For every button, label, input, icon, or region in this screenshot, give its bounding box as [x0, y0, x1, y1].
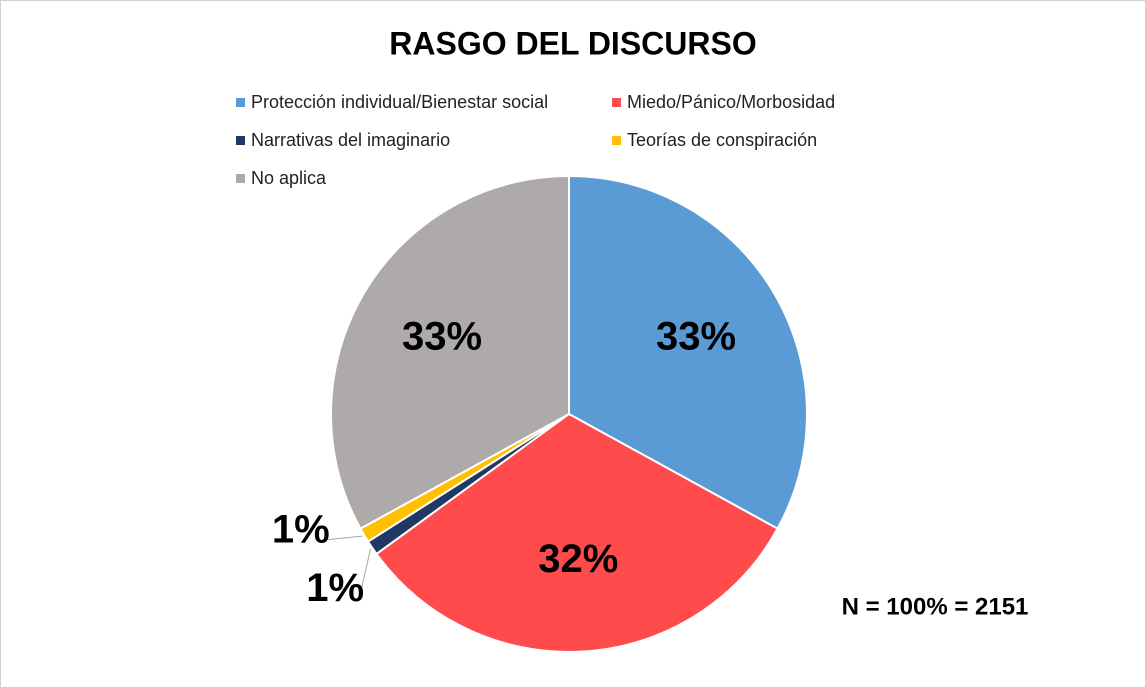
pie-slice	[568, 174, 808, 531]
legend-swatch	[236, 136, 245, 145]
chart-title: RASGO DEL DISCURSO	[389, 25, 756, 61]
pie-slice	[330, 174, 570, 531]
legend-text: Narrativas del imaginario	[251, 130, 450, 150]
legend-swatch	[612, 136, 621, 145]
legend-swatch	[236, 98, 245, 107]
legend-text: No aplica	[251, 168, 327, 188]
leader-line	[324, 535, 363, 541]
data-label: 1%	[272, 507, 330, 551]
legend-swatch	[236, 174, 245, 183]
data-label: 33%	[402, 314, 482, 358]
annotation: N = 100% = 2151	[842, 593, 1029, 620]
legend-text: Teorías de conspiración	[627, 130, 817, 150]
leader-line	[358, 548, 371, 599]
data-label: 1%	[306, 566, 364, 610]
data-label: 32%	[538, 537, 618, 581]
pie-slice	[375, 412, 779, 653]
legend-text: Miedo/Pánico/Morbosidad	[627, 92, 835, 112]
legend-swatch	[612, 98, 621, 107]
legend-text: Protección individual/Bienestar social	[251, 92, 548, 112]
data-label: 33%	[656, 314, 736, 358]
